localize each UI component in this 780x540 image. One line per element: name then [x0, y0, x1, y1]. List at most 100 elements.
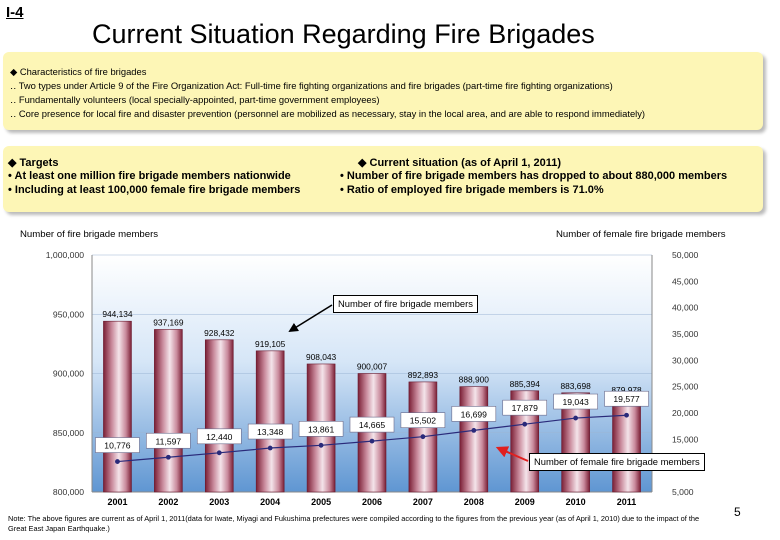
- female-label-box: [553, 393, 598, 410]
- left-tick-label: 850,000: [53, 428, 84, 438]
- right-tick-label: 45,000: [672, 276, 699, 286]
- female-value-label: 13,348: [257, 427, 284, 437]
- callout-members: Number of fire brigade members: [333, 295, 478, 313]
- female-label-box: [502, 399, 548, 416]
- situation-line: • Ratio of employed fire brigade members…: [340, 184, 604, 196]
- x-tick-label: 2002: [158, 497, 178, 507]
- bar-value-label: 908,043: [306, 352, 337, 362]
- bar-value-label: 937,169: [153, 317, 184, 327]
- female-value-label: 12,440: [206, 432, 233, 442]
- left-tick-label: 1,000,000: [46, 250, 84, 260]
- right-tick-label: 25,000: [672, 382, 699, 392]
- x-tick-label: 2009: [515, 497, 535, 507]
- x-tick-label: 2007: [413, 497, 433, 507]
- female-label-box: [95, 437, 140, 453]
- female-label-box: [349, 416, 395, 433]
- female-point-2001: [115, 459, 120, 464]
- bar-2002: [154, 329, 183, 493]
- right-tick-label: 30,000: [672, 355, 699, 365]
- bar-2006: [357, 373, 387, 493]
- female-label-box: [400, 412, 446, 428]
- bar-2003: [204, 339, 234, 493]
- right-tick-label: 50,000: [672, 250, 699, 260]
- x-tick-label: 2005: [311, 497, 331, 507]
- targets-line: • Including at least 100,000 female fire…: [8, 184, 301, 196]
- characteristics-line: ‥ Core presence for local fire and disas…: [10, 108, 646, 119]
- characteristics-box: [3, 52, 763, 130]
- female-point-2008: [471, 427, 477, 433]
- female-value-label: 10,776: [104, 441, 131, 451]
- situation-heading: ◆ Current situation (as of April 1, 2011…: [358, 157, 562, 169]
- right-tick-label: 5,000: [672, 487, 694, 497]
- bar-2001: [103, 320, 132, 493]
- left-tick-label: 800,000: [53, 487, 84, 497]
- x-tick-label: 2003: [209, 497, 229, 507]
- page-number: 5: [734, 505, 741, 519]
- female-point-2006: [369, 438, 375, 444]
- female-point-2009: [522, 421, 528, 427]
- footnote: Note: The above figures are current as o…: [8, 514, 700, 533]
- bar-value-label: 879,978: [611, 385, 642, 395]
- situation-line: • Number of fire brigade members has dro…: [340, 170, 728, 182]
- female-value-label: 16,699: [461, 409, 488, 419]
- female-point-2011: [624, 412, 629, 418]
- left-axis-title: Number of fire brigade members: [20, 229, 159, 240]
- characteristics-heading: ◆ Characteristics of fire brigades: [10, 66, 147, 77]
- x-tick-label: 2008: [464, 497, 484, 507]
- female-value-label: 11,597: [156, 436, 182, 446]
- bar-value-label: 900,007: [357, 361, 388, 371]
- bar-2010: [561, 392, 590, 493]
- female-value-label: 17,879: [512, 403, 539, 413]
- callout-members-arrow: [288, 304, 333, 333]
- female-point-2005: [318, 442, 324, 448]
- right-axis-title: Number of female fire brigade members: [556, 229, 726, 240]
- callout-female-arrow: [495, 446, 529, 462]
- bar-value-label: 944,134: [102, 309, 133, 319]
- page-title: Current Situation Regarding Fire Brigade…: [92, 19, 595, 49]
- female-label-box: [451, 406, 497, 422]
- right-tick-label: 20,000: [672, 408, 699, 418]
- slide-id: I-4: [6, 4, 24, 21]
- female-value-label: 19,043: [562, 397, 589, 407]
- x-tick-label: 2001: [107, 497, 127, 507]
- female-label-box: [298, 421, 344, 437]
- female-label-box: [196, 428, 242, 445]
- x-tick-label: 2010: [566, 497, 586, 507]
- bar-value-label: 885,394: [510, 379, 541, 389]
- targets-line: • At least one million fire brigade memb…: [8, 170, 291, 182]
- bar-value-label: 888,900: [459, 375, 490, 385]
- characteristics-line: ‥ Two types under Article 9 of the Fire …: [10, 80, 613, 91]
- female-label-box: [247, 423, 293, 440]
- x-tick-label: 2006: [362, 497, 382, 507]
- right-tick-label: 40,000: [672, 303, 699, 313]
- left-tick-label: 900,000: [53, 369, 84, 379]
- female-point-2002: [165, 454, 171, 460]
- x-tick-label: 2011: [617, 497, 637, 507]
- bar-value-label: 883,698: [560, 381, 591, 391]
- female-label-box: [146, 432, 191, 449]
- bar-value-label: 919,105: [255, 339, 286, 349]
- female-value-label: 15,502: [410, 416, 437, 426]
- bar-value-label: 892,893: [408, 370, 439, 380]
- left-tick-label: 950,000: [53, 309, 84, 319]
- female-point-2004: [267, 445, 273, 451]
- bar-2008: [459, 386, 489, 493]
- female-value-label: 13,861: [308, 424, 335, 434]
- female-value-label: 14,665: [359, 420, 386, 430]
- bar-value-label: 928,432: [204, 328, 235, 338]
- female-point-2007: [420, 434, 426, 440]
- callout-female: Number of female fire brigade members: [529, 453, 705, 471]
- targets-situation-box: [3, 146, 763, 212]
- right-tick-label: 15,000: [672, 434, 699, 444]
- bar-2004: [255, 350, 285, 493]
- female-value-label: 19,577: [613, 394, 640, 404]
- characteristics-line: ‥ Fundamentally volunteers (local specia…: [10, 94, 380, 105]
- female-label-box: [604, 390, 649, 407]
- targets-heading: ◆ Targets: [8, 157, 59, 169]
- bar-2011: [612, 396, 641, 493]
- female-point-2010: [573, 415, 579, 421]
- x-tick-label: 2004: [260, 497, 280, 507]
- right-tick-label: 35,000: [672, 329, 699, 339]
- female-point-2003: [216, 450, 222, 456]
